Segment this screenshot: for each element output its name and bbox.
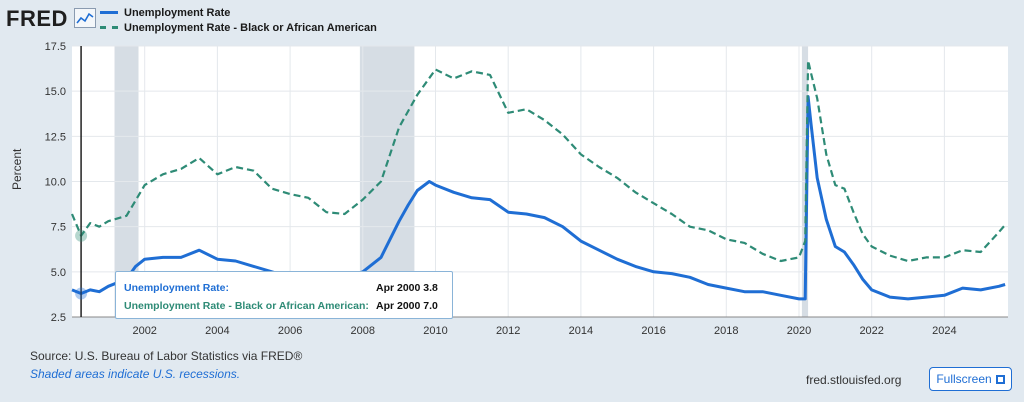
x-tick-label-10: 2022 [859, 325, 883, 337]
fullscreen-button[interactable]: Fullscreen [929, 367, 1012, 391]
y-tick-label-3: 10.0 [45, 177, 66, 189]
hover-marker-0 [75, 287, 88, 300]
x-tick-label-11: 2024 [932, 325, 956, 337]
legend-swatch-solid [100, 11, 118, 14]
y-tick-label-5: 15.0 [45, 86, 66, 98]
x-tick-label-0: 2002 [132, 325, 156, 337]
series-line-0 [71, 95, 1006, 301]
x-tick-label-8: 2018 [714, 325, 738, 337]
tooltip-label-series1: Unemployment Rate: [124, 282, 230, 294]
legend-item-series1[interactable]: Unemployment Rate [100, 5, 377, 20]
y-tick-label-0: 2.5 [51, 312, 66, 324]
y-tick-label-2: 7.5 [51, 222, 66, 234]
x-tick-label-1: 2004 [205, 325, 229, 337]
hover-marker-1 [75, 229, 88, 242]
legend-swatch-dashed [100, 26, 118, 29]
x-tick-label-6: 2014 [569, 325, 593, 337]
fred-url[interactable]: fred.stlouisfed.org [806, 373, 902, 387]
tooltip-value-series2: Apr 2000 7.0 [376, 300, 438, 312]
hover-tooltip: Unemployment Rate: Apr 2000 3.8 Unemploy… [115, 271, 453, 319]
tooltip-label-series2: Unemployment Rate - Black or African Ame… [124, 300, 369, 312]
fullscreen-label: Fullscreen [936, 372, 992, 386]
source-text: Source: U.S. Bureau of Labor Statistics … [30, 349, 303, 363]
x-tick-label-5: 2012 [496, 325, 520, 337]
expand-icon [995, 374, 1005, 384]
y-tick-label-4: 12.5 [45, 131, 66, 143]
x-tick-label-2: 2006 [278, 325, 302, 337]
legend-label-series1: Unemployment Rate [124, 6, 231, 19]
tooltip-value-series1: Apr 2000 3.8 [376, 282, 438, 294]
x-tick-label-4: 2010 [423, 325, 447, 337]
legend-item-series2[interactable]: Unemployment Rate - Black or African Ame… [100, 20, 377, 35]
series-line-1 [70, 59, 1006, 263]
chart-header: FRED Unemployment Rate Unemployment Rate… [0, 0, 1024, 40]
fred-logo[interactable]: FRED [6, 6, 68, 31]
y-tick-label-1: 5.0 [51, 267, 66, 279]
x-tick-label-7: 2016 [641, 325, 665, 337]
recession-note: Shaded areas indicate U.S. recessions. [30, 367, 241, 381]
y-tick-label-6: 17.5 [45, 41, 66, 53]
legend-label-series2: Unemployment Rate - Black or African Ame… [124, 21, 377, 34]
x-tick-label-3: 2008 [351, 325, 375, 337]
x-tick-label-9: 2020 [787, 325, 811, 337]
chart-legend: Unemployment Rate Unemployment Rate - Bl… [100, 5, 377, 35]
chart-line-icon [74, 8, 96, 28]
